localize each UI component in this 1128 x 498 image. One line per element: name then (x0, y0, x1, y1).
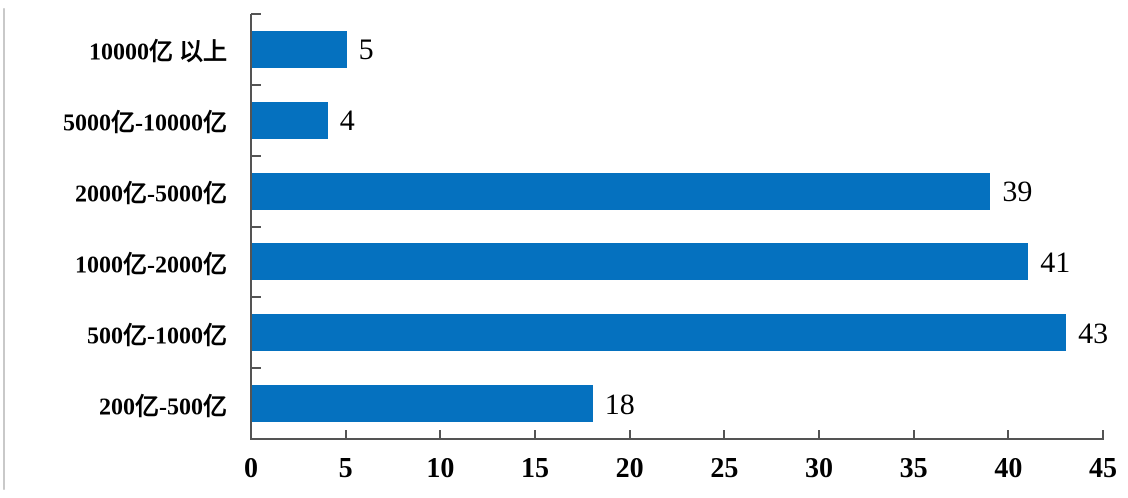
x-axis-tick (723, 430, 726, 438)
category-label: 200亿-500亿 (99, 394, 227, 421)
x-tick-label: 35 (899, 453, 928, 484)
x-tick-label: 40 (994, 453, 1023, 484)
y-axis-tick (251, 367, 261, 370)
bar-value-label: 39 (1002, 175, 1033, 209)
y-axis-tick (251, 438, 261, 440)
bar (252, 385, 593, 423)
x-tick-label: 25 (710, 453, 739, 484)
x-axis-tick (912, 430, 915, 438)
x-tick-label: 20 (615, 453, 644, 484)
x-axis-tick (439, 430, 442, 438)
bar-value-label: 4 (339, 104, 355, 138)
y-axis-tick (251, 154, 261, 157)
x-tick-label: 5 (338, 453, 353, 484)
bar (252, 314, 1067, 352)
x-tick-label: 0 (244, 453, 258, 484)
y-axis-tick (251, 13, 261, 15)
x-tick-label: 30 (805, 453, 833, 484)
bar (252, 243, 1029, 281)
bar-value-label: 41 (1040, 245, 1071, 279)
category-label: 1000亿-2000亿 (75, 252, 227, 279)
category-label: 500亿-1000亿 (87, 323, 227, 350)
x-axis-tick (250, 430, 252, 438)
category-label: 2000亿-5000亿 (75, 181, 227, 208)
bar (252, 172, 991, 210)
x-axis-line (250, 438, 1104, 440)
x-axis-tick (818, 430, 820, 438)
left-border-line (3, 8, 5, 490)
x-tick-label: 15 (521, 453, 549, 484)
bar-value-label: 43 (1078, 316, 1109, 350)
x-axis-tick (344, 430, 347, 438)
x-axis-tick (534, 430, 536, 438)
category-label: 5000亿-10000亿 (63, 110, 227, 137)
category-label: 10000亿 以上 (89, 39, 227, 66)
y-axis-tick (251, 225, 261, 228)
x-axis-tick (1102, 430, 1104, 438)
bar-value-label: 18 (604, 387, 635, 421)
y-axis-tick (251, 83, 261, 86)
x-axis-tick (628, 430, 631, 438)
x-tick-label: 45 (1089, 453, 1117, 484)
x-tick-label: 10 (426, 453, 455, 484)
y-axis-tick (251, 296, 261, 299)
bar (252, 101, 328, 139)
x-axis-tick (1007, 430, 1010, 438)
bar (252, 30, 347, 68)
bar-value-label: 5 (358, 33, 374, 67)
